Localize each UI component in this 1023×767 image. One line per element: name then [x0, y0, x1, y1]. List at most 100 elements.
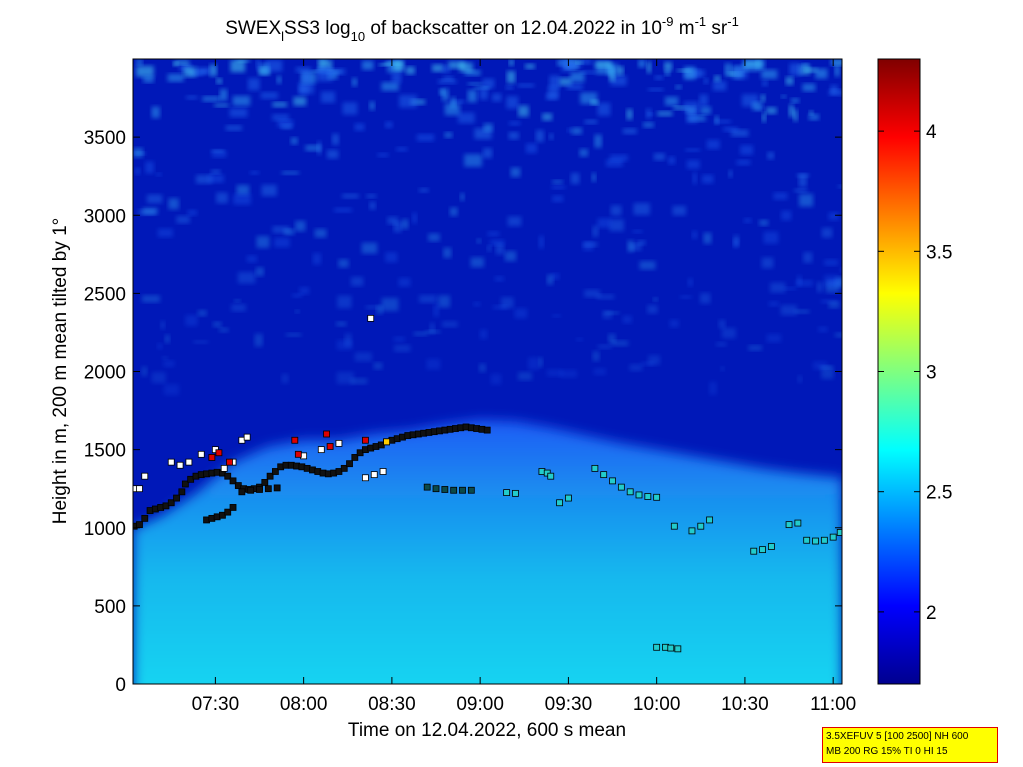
texture-cell	[483, 148, 493, 159]
texture-cell	[350, 276, 364, 287]
texture-cell	[467, 90, 477, 103]
texture-cell	[714, 75, 721, 82]
texture-cell	[514, 308, 528, 319]
texture-cell	[731, 129, 749, 137]
texture-cell	[432, 64, 444, 72]
texture-cell	[818, 326, 828, 333]
texture-cell	[798, 174, 807, 188]
texture-cell	[163, 360, 175, 367]
layer-marker	[483, 426, 491, 434]
layer-marker	[512, 489, 519, 497]
texture-cell	[609, 154, 628, 162]
texture-cell	[336, 371, 354, 384]
texture-cell	[821, 366, 834, 379]
texture-cell	[510, 167, 521, 177]
texture-cell	[509, 59, 514, 66]
texture-cell	[761, 69, 778, 79]
y-axis: 0 500 1000 1500 2000 2500 3000 3500	[84, 128, 842, 696]
texture-cell	[216, 192, 228, 204]
layer-marker	[261, 479, 269, 486]
texture-cell	[381, 297, 399, 311]
texture-cell	[590, 99, 599, 105]
texture-cell	[716, 342, 727, 347]
texture-cell	[442, 65, 451, 73]
texture-cell	[274, 237, 290, 248]
texture-cell	[794, 309, 810, 314]
layer-marker	[317, 446, 325, 454]
texture-cell	[636, 240, 646, 246]
texture-cell	[592, 351, 600, 362]
x-tick-label: 08:30	[368, 694, 416, 715]
texture-cell	[231, 304, 246, 312]
texture-cell	[546, 369, 563, 377]
texture-cell	[376, 305, 383, 315]
layer-marker	[326, 443, 334, 450]
texture-cell	[824, 259, 839, 266]
texture-cell	[256, 59, 261, 70]
texture-cell	[161, 356, 169, 360]
texture-cell	[236, 184, 250, 196]
texture-cell	[828, 89, 842, 96]
texture-cell	[272, 114, 289, 121]
layer-marker	[173, 494, 180, 502]
texture-cell	[146, 194, 163, 204]
texture-cell	[709, 381, 717, 395]
texture-cell	[692, 172, 697, 184]
layer-marker	[185, 458, 193, 466]
texture-cell	[728, 170, 733, 178]
texture-cell	[399, 94, 418, 108]
texture-cell	[571, 127, 582, 135]
texture-cell	[547, 86, 559, 99]
texture-cell	[608, 333, 616, 343]
texture-cell	[538, 235, 544, 249]
layer-marker	[688, 527, 696, 535]
layer-marker	[750, 547, 758, 555]
texture-cell	[234, 299, 241, 303]
texture-cell	[742, 60, 761, 72]
texture-cell	[793, 109, 798, 122]
texture-cell	[230, 59, 246, 73]
texture-cell	[783, 287, 797, 291]
texture-cell	[295, 220, 306, 232]
layer-marker	[370, 471, 378, 479]
texture-cell	[721, 327, 736, 339]
texture-cell	[255, 267, 264, 277]
x-tick-label: 11:00	[810, 694, 856, 715]
texture-cell	[680, 295, 692, 299]
layer-marker	[423, 483, 431, 491]
texture-cell	[723, 126, 739, 132]
texture-cell	[290, 137, 298, 145]
layer-marker	[379, 468, 387, 475]
texture-cell	[317, 67, 332, 75]
texture-cell	[413, 331, 428, 336]
mixing-layer-markers	[133, 314, 842, 653]
texture-cell	[751, 102, 763, 111]
texture-cell	[187, 209, 198, 216]
texture-cell	[460, 193, 465, 201]
layer-marker	[635, 491, 643, 499]
texture-cell	[225, 125, 242, 131]
layer-marker	[291, 436, 299, 444]
texture-cell	[444, 132, 453, 138]
texture-cell	[233, 194, 251, 205]
texture-cell	[301, 71, 311, 83]
texture-cell	[410, 99, 426, 105]
info-line-1: 3.5XEFUV 5 [100 2500] NH 600	[826, 731, 969, 742]
texture-cell	[506, 71, 516, 84]
texture-cell	[549, 133, 554, 140]
texture-cell	[576, 60, 583, 65]
layer-marker	[383, 438, 390, 446]
texture-cell	[506, 96, 519, 109]
texture-cell	[835, 332, 842, 338]
texture-cell	[668, 156, 676, 165]
texture-cell	[425, 330, 441, 334]
texture-cell	[740, 145, 754, 155]
texture-cell	[606, 63, 619, 76]
layer-marker	[674, 645, 682, 653]
texture-cell	[580, 59, 592, 65]
texture-cell	[781, 95, 787, 99]
texture-cell	[718, 319, 726, 329]
layer-marker	[294, 450, 302, 458]
layer-marker	[226, 458, 233, 466]
texture-cell	[295, 66, 312, 73]
